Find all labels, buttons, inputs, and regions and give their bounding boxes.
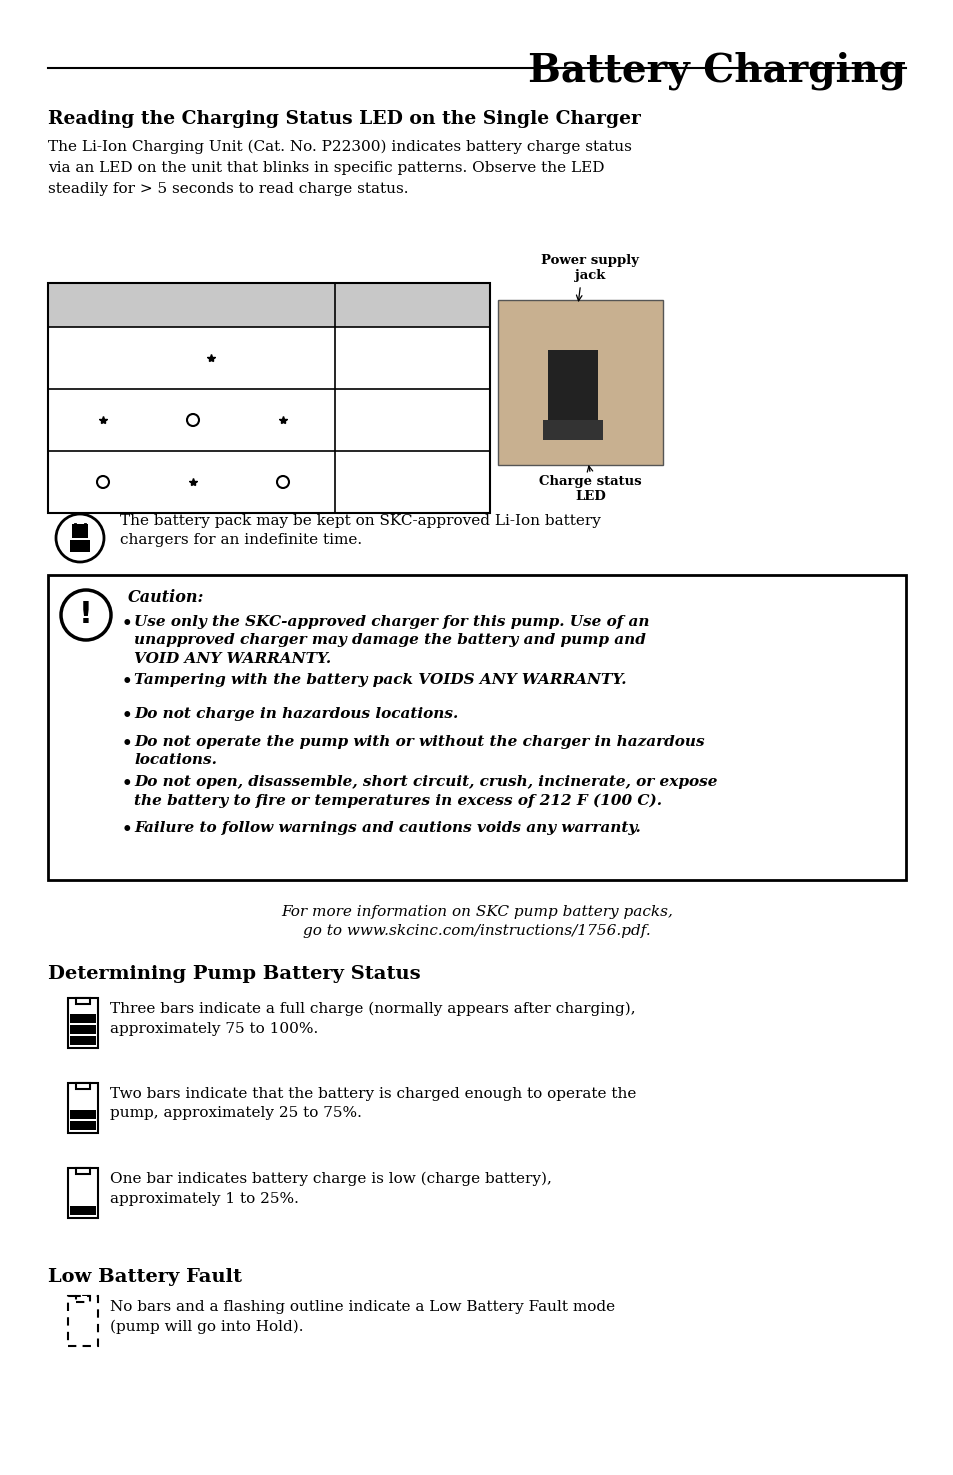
Text: Do not charge in hazardous locations.: Do not charge in hazardous locations. <box>133 707 457 721</box>
Bar <box>76 999 90 1004</box>
Bar <box>542 420 602 440</box>
Text: Do not operate the pump with or without the charger in hazardous
locations.: Do not operate the pump with or without … <box>133 735 704 767</box>
Text: !: ! <box>79 600 92 630</box>
Bar <box>68 999 98 1049</box>
Text: For more information on SKC pump battery packs,
go to www.skcinc.com/instruction: For more information on SKC pump battery… <box>281 906 672 938</box>
Bar <box>497 299 662 465</box>
Text: Charge status
LED: Charge status LED <box>538 475 641 503</box>
Text: •: • <box>122 673 132 690</box>
Bar <box>68 1083 98 1133</box>
Text: Caution:: Caution: <box>128 589 204 606</box>
Text: Power supply
jack: Power supply jack <box>541 254 639 282</box>
Text: •: • <box>122 774 132 792</box>
Bar <box>70 1013 96 1024</box>
Bar <box>70 1035 96 1044</box>
Bar <box>70 1207 96 1215</box>
Bar <box>76 1083 90 1089</box>
Bar <box>76 1168 90 1174</box>
Text: Battery Charging: Battery Charging <box>528 52 905 90</box>
Bar <box>68 1297 98 1347</box>
Text: Do not open, disassemble, short circuit, crush, incinerate, or expose
the batter: Do not open, disassemble, short circuit,… <box>133 774 717 808</box>
Text: The battery pack may be kept on SKC-approved Li-Ion battery
chargers for an inde: The battery pack may be kept on SKC-appr… <box>120 513 600 547</box>
Bar <box>76 1297 90 1302</box>
Bar <box>70 1111 96 1120</box>
Text: Low Battery Fault: Low Battery Fault <box>48 1268 242 1286</box>
Text: One bar indicates battery charge is low (charge battery),
approximately 1 to 25%: One bar indicates battery charge is low … <box>110 1173 551 1207</box>
Text: •: • <box>122 822 132 838</box>
Bar <box>71 524 88 538</box>
Bar <box>70 1025 96 1034</box>
Text: •: • <box>122 707 132 724</box>
Text: Determining Pump Battery Status: Determining Pump Battery Status <box>48 965 420 982</box>
Bar <box>70 1121 96 1130</box>
Text: The Li-Ion Charging Unit (Cat. No. P22300) indicates battery charge status
via a: The Li-Ion Charging Unit (Cat. No. P2230… <box>48 140 631 196</box>
Text: •: • <box>122 615 132 631</box>
Text: No bars and a flashing outline indicate a Low Battery Fault mode
(pump will go i: No bars and a flashing outline indicate … <box>110 1299 615 1333</box>
Bar <box>68 1168 98 1218</box>
Text: •: • <box>122 735 132 752</box>
Bar <box>48 283 490 327</box>
Bar <box>70 540 90 552</box>
Bar <box>48 575 905 881</box>
Text: Tampering with the battery pack VOIDS ANY WARRANTY.: Tampering with the battery pack VOIDS AN… <box>133 673 626 687</box>
Text: Failure to follow warnings and cautions voids any warranty.: Failure to follow warnings and cautions … <box>133 822 640 835</box>
Text: Reading the Charging Status LED on the Single Charger: Reading the Charging Status LED on the S… <box>48 111 640 128</box>
Text: Use only the SKC-approved charger for this pump. Use of an
unapproved charger ma: Use only the SKC-approved charger for th… <box>133 615 649 665</box>
Text: Two bars indicate that the battery is charged enough to operate the
pump, approx: Two bars indicate that the battery is ch… <box>110 1087 636 1121</box>
Bar <box>547 350 598 431</box>
Text: Three bars indicate a full charge (normally appears after charging),
approximate: Three bars indicate a full charge (norma… <box>110 1002 635 1035</box>
Bar <box>48 283 490 513</box>
